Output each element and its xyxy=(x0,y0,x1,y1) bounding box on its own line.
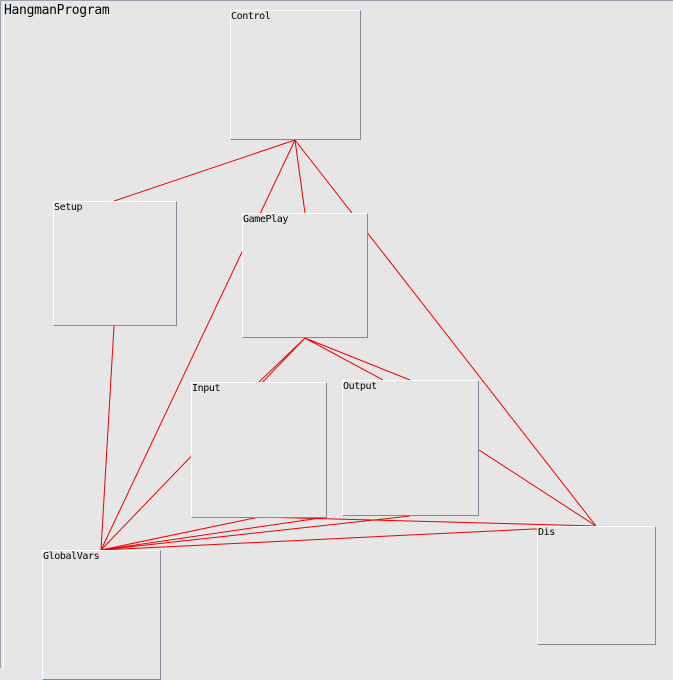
connector-control-gameplay xyxy=(294,139,306,214)
module-label-setup: Setup xyxy=(54,202,83,213)
connector-globalvars-dis xyxy=(100,525,597,551)
module-control[interactable]: Control xyxy=(230,10,361,140)
connector-control-globalvars xyxy=(100,139,296,551)
module-setup[interactable]: Setup xyxy=(53,201,177,326)
window-title: HangmanProgram xyxy=(4,3,110,18)
module-output[interactable]: Output xyxy=(342,380,479,516)
module-label-globalvars: GlobalVars xyxy=(43,551,100,562)
module-label-gameplay: GamePlay xyxy=(243,214,288,225)
module-gameplay[interactable]: GamePlay xyxy=(242,213,368,338)
module-dis[interactable]: Dis xyxy=(537,526,656,645)
module-input[interactable]: Input xyxy=(191,382,327,518)
module-label-dis: Dis xyxy=(538,527,555,538)
connector-output-globalvars xyxy=(100,515,411,551)
module-globalvars[interactable]: GlobalVars xyxy=(42,550,161,680)
connector-extra-0 xyxy=(304,337,384,381)
connector-output-dis xyxy=(478,449,597,527)
module-label-input: Input xyxy=(192,383,221,394)
module-label-control: Control xyxy=(231,11,271,22)
module-label-output: Output xyxy=(343,381,377,392)
connector-control-setup xyxy=(113,139,296,202)
connector-extra-2 xyxy=(258,516,597,527)
connector-gameplay-output xyxy=(304,337,411,381)
connector-setup-globalvars xyxy=(100,325,115,551)
connector-extra-1 xyxy=(100,516,328,551)
connector-input-globalvars xyxy=(100,516,260,551)
connector-control-dis xyxy=(294,139,597,527)
